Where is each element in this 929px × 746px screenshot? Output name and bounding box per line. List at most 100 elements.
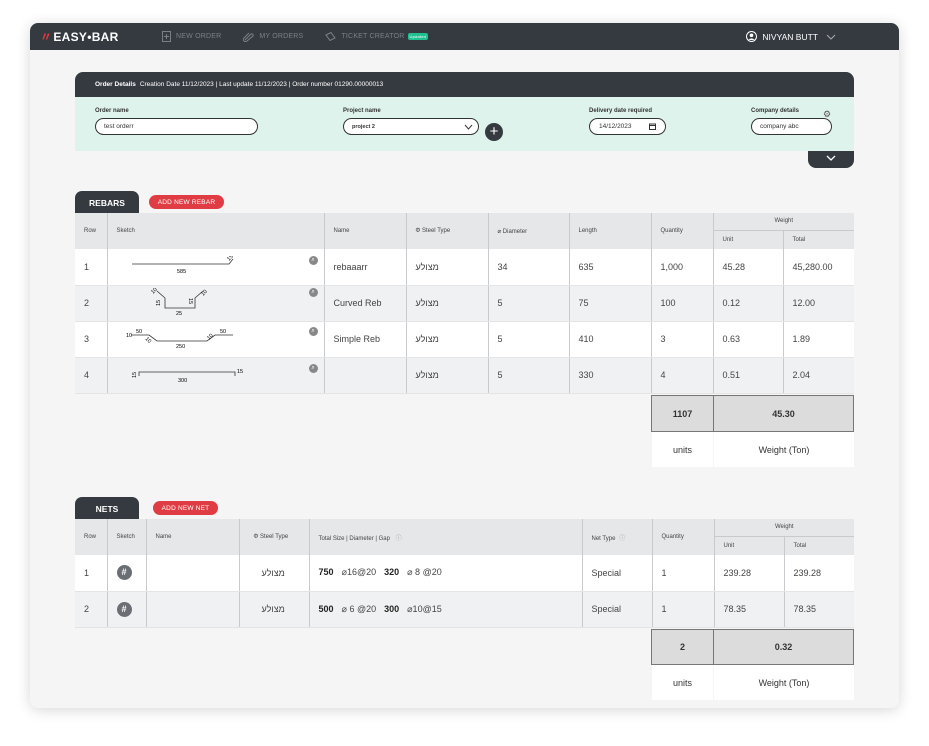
cell-diameter: 34 [488, 249, 570, 286]
table-row[interactable]: 1 585 15 ⌕ rebaaarr מצולע 34 635 1,000 45… [75, 249, 855, 286]
add-new-rebar-button[interactable]: ADD NEW REBAR [149, 195, 224, 209]
user-menu[interactable]: NIVYAN BUTT [746, 23, 841, 50]
cell-net-type: Special [582, 555, 653, 592]
add-project-button[interactable]: + [485, 123, 503, 141]
table-row[interactable]: 2 10 15 25 15 10 ⌕ Curved Reb מצולע 5 75 100… [75, 285, 855, 322]
info-icon[interactable]: ⓘ [395, 535, 402, 542]
cell-row: 2 [75, 591, 108, 628]
nav-ticket-creator-label: TICKET CREATOR [341, 33, 405, 40]
zoom-icon[interactable]: ⌕ [308, 364, 318, 373]
table-row[interactable]: 1 # מצולע 750 ⌀16@20 320 ⌀ 8 @20 Special 1 … [75, 555, 855, 592]
col-sketch: Sketch [107, 213, 325, 249]
order-name-label: Order name [95, 108, 129, 114]
zoom-icon[interactable]: ⌕ [308, 327, 318, 336]
col-net-type: Net Type ⓘ [582, 519, 653, 555]
col-total-size-label: Total Size | Diameter | Gap [318, 535, 390, 542]
net-size-2: 300 [384, 603, 400, 614]
delivery-date-field: Delivery date required 14/12/2023 [589, 108, 666, 135]
col-quantity: Quantity [651, 213, 714, 249]
cell-steel-type: מצולע [239, 591, 310, 628]
logo[interactable]: 〃 EASY•BAR [40, 28, 140, 45]
document-plus-icon [162, 31, 171, 42]
expand-details-button[interactable] [808, 151, 854, 168]
col-quantity: Quantity [652, 519, 715, 555]
cell-sketch: # [107, 591, 147, 628]
cell-row: 2 [75, 285, 108, 322]
gear-icon[interactable]: ⚙ [823, 109, 832, 119]
rebars-table: Row Sketch Name Φ Steel Type ⌀ Diameter … [75, 213, 855, 394]
add-new-net-button[interactable]: ADD NEW NET [153, 501, 218, 515]
zoom-icon[interactable]: ⌕ [308, 255, 318, 265]
cell-sketch: 15 300 15 ⌕ [107, 357, 325, 394]
nets-sum-quantity: 2 [651, 629, 714, 665]
cell-quantity: 1,000 [651, 249, 714, 286]
rebars-weight-label: Weight (Ton) [714, 432, 854, 467]
project-select[interactable]: project 2 [343, 118, 479, 135]
rebars-sum-quantity: 1107 [651, 395, 714, 432]
net-size-2: 320 [384, 567, 400, 578]
net-diameter-gap-1: ⌀ 6 @20 [341, 603, 377, 614]
rebars-units-label: units [652, 432, 713, 467]
delivery-date-input[interactable]: 14/12/2023 [589, 118, 666, 135]
steel-type-icon: Φ [415, 228, 421, 234]
cell-length: 75 [569, 285, 652, 322]
nets-weight-label: Weight (Ton) [714, 665, 854, 700]
nav-my-orders-label: MY ORDERS [259, 33, 304, 40]
steel-type-icon: Φ [253, 534, 259, 540]
tab-rebars[interactable]: REBARS [75, 191, 139, 214]
add-new-rebar-label: ADD NEW REBAR [157, 198, 216, 206]
cell-unit: 0.12 [713, 285, 784, 322]
sketch-dim: 50 [220, 329, 226, 335]
order-name-field: Order name test orderr [95, 108, 258, 135]
nav-new-order[interactable]: NEW ORDER [162, 31, 221, 42]
cell-quantity: 1 [652, 591, 715, 628]
table-row[interactable]: 4 15 300 15 ⌕ מצולע 5 330 4 0.51 2.04 [75, 357, 855, 394]
nav-my-orders[interactable]: MY ORDERS [243, 32, 303, 42]
company-input[interactable]: company abc [751, 118, 832, 135]
cell-quantity: 1 [652, 555, 715, 592]
delivery-date-label: Delivery date required [589, 108, 653, 114]
col-steel-type: Φ Steel Type [239, 519, 310, 555]
cell-steel-type: מצולע [406, 249, 489, 286]
cell-length: 330 [569, 357, 652, 394]
project-value: project 2 [352, 123, 375, 130]
sketch-dim: 300 [178, 378, 187, 384]
info-icon[interactable]: ⓘ [619, 535, 626, 542]
cell-diameter: 5 [488, 321, 570, 358]
order-details-form: Order name test orderr Project name proj… [75, 97, 854, 151]
project-name-field: Project name project 2 [343, 108, 479, 135]
cell-unit: 0.51 [713, 357, 784, 394]
sketch-dim: 25 [176, 311, 182, 317]
hash-icon[interactable]: # [116, 565, 132, 581]
ticket-icon [325, 32, 337, 41]
net-size-1: 500 [318, 603, 334, 614]
sketch-dim: 10 [126, 333, 132, 339]
nets-table: Row Sketch Name Φ Steel Type Total Size … [75, 519, 855, 628]
cell-total: 12.00 [783, 285, 855, 322]
net-diameter-gap-1: ⌀16@20 [341, 567, 377, 578]
logo-text: EASY•BAR [53, 29, 119, 44]
top-navigation: 〃 EASY•BAR NEW ORDER MY ORDERS TICKET CRE… [30, 23, 899, 50]
cell-total: 1.89 [783, 321, 855, 358]
col-total: Total [784, 536, 855, 555]
col-weight: Weight [713, 213, 855, 231]
cell-quantity: 4 [651, 357, 714, 394]
company-details-field: Company details company abc [751, 108, 832, 135]
order-name-input[interactable]: test orderr [95, 118, 258, 135]
nav-new-order-label: NEW ORDER [176, 33, 222, 40]
chevron-down-icon [826, 155, 836, 161]
tab-nets[interactable]: NETS [75, 497, 139, 520]
nav-ticket-creator[interactable]: TICKET CREATOR Updated [325, 32, 429, 41]
col-total: Total [783, 230, 855, 249]
col-sketch: Sketch [107, 519, 147, 555]
table-row[interactable]: 3 10 50 10 250 10 50 ⌕ Simple Reb מצולע 5 410… [75, 321, 855, 358]
project-name-label: Project name [343, 108, 381, 114]
table-row[interactable]: 2 # מצולע 500 ⌀ 6 @20 300 ⌀10@15 Special 1 … [75, 591, 855, 628]
cell-row: 4 [75, 357, 108, 394]
hash-icon[interactable]: # [116, 601, 132, 617]
col-steel-type-label: Steel Type [259, 534, 289, 540]
sketch-dim: 10 [143, 336, 152, 345]
cell-length: 410 [569, 321, 652, 358]
zoom-icon[interactable]: ⌕ [308, 288, 318, 297]
add-new-net-label: ADD NEW NET [161, 504, 210, 512]
